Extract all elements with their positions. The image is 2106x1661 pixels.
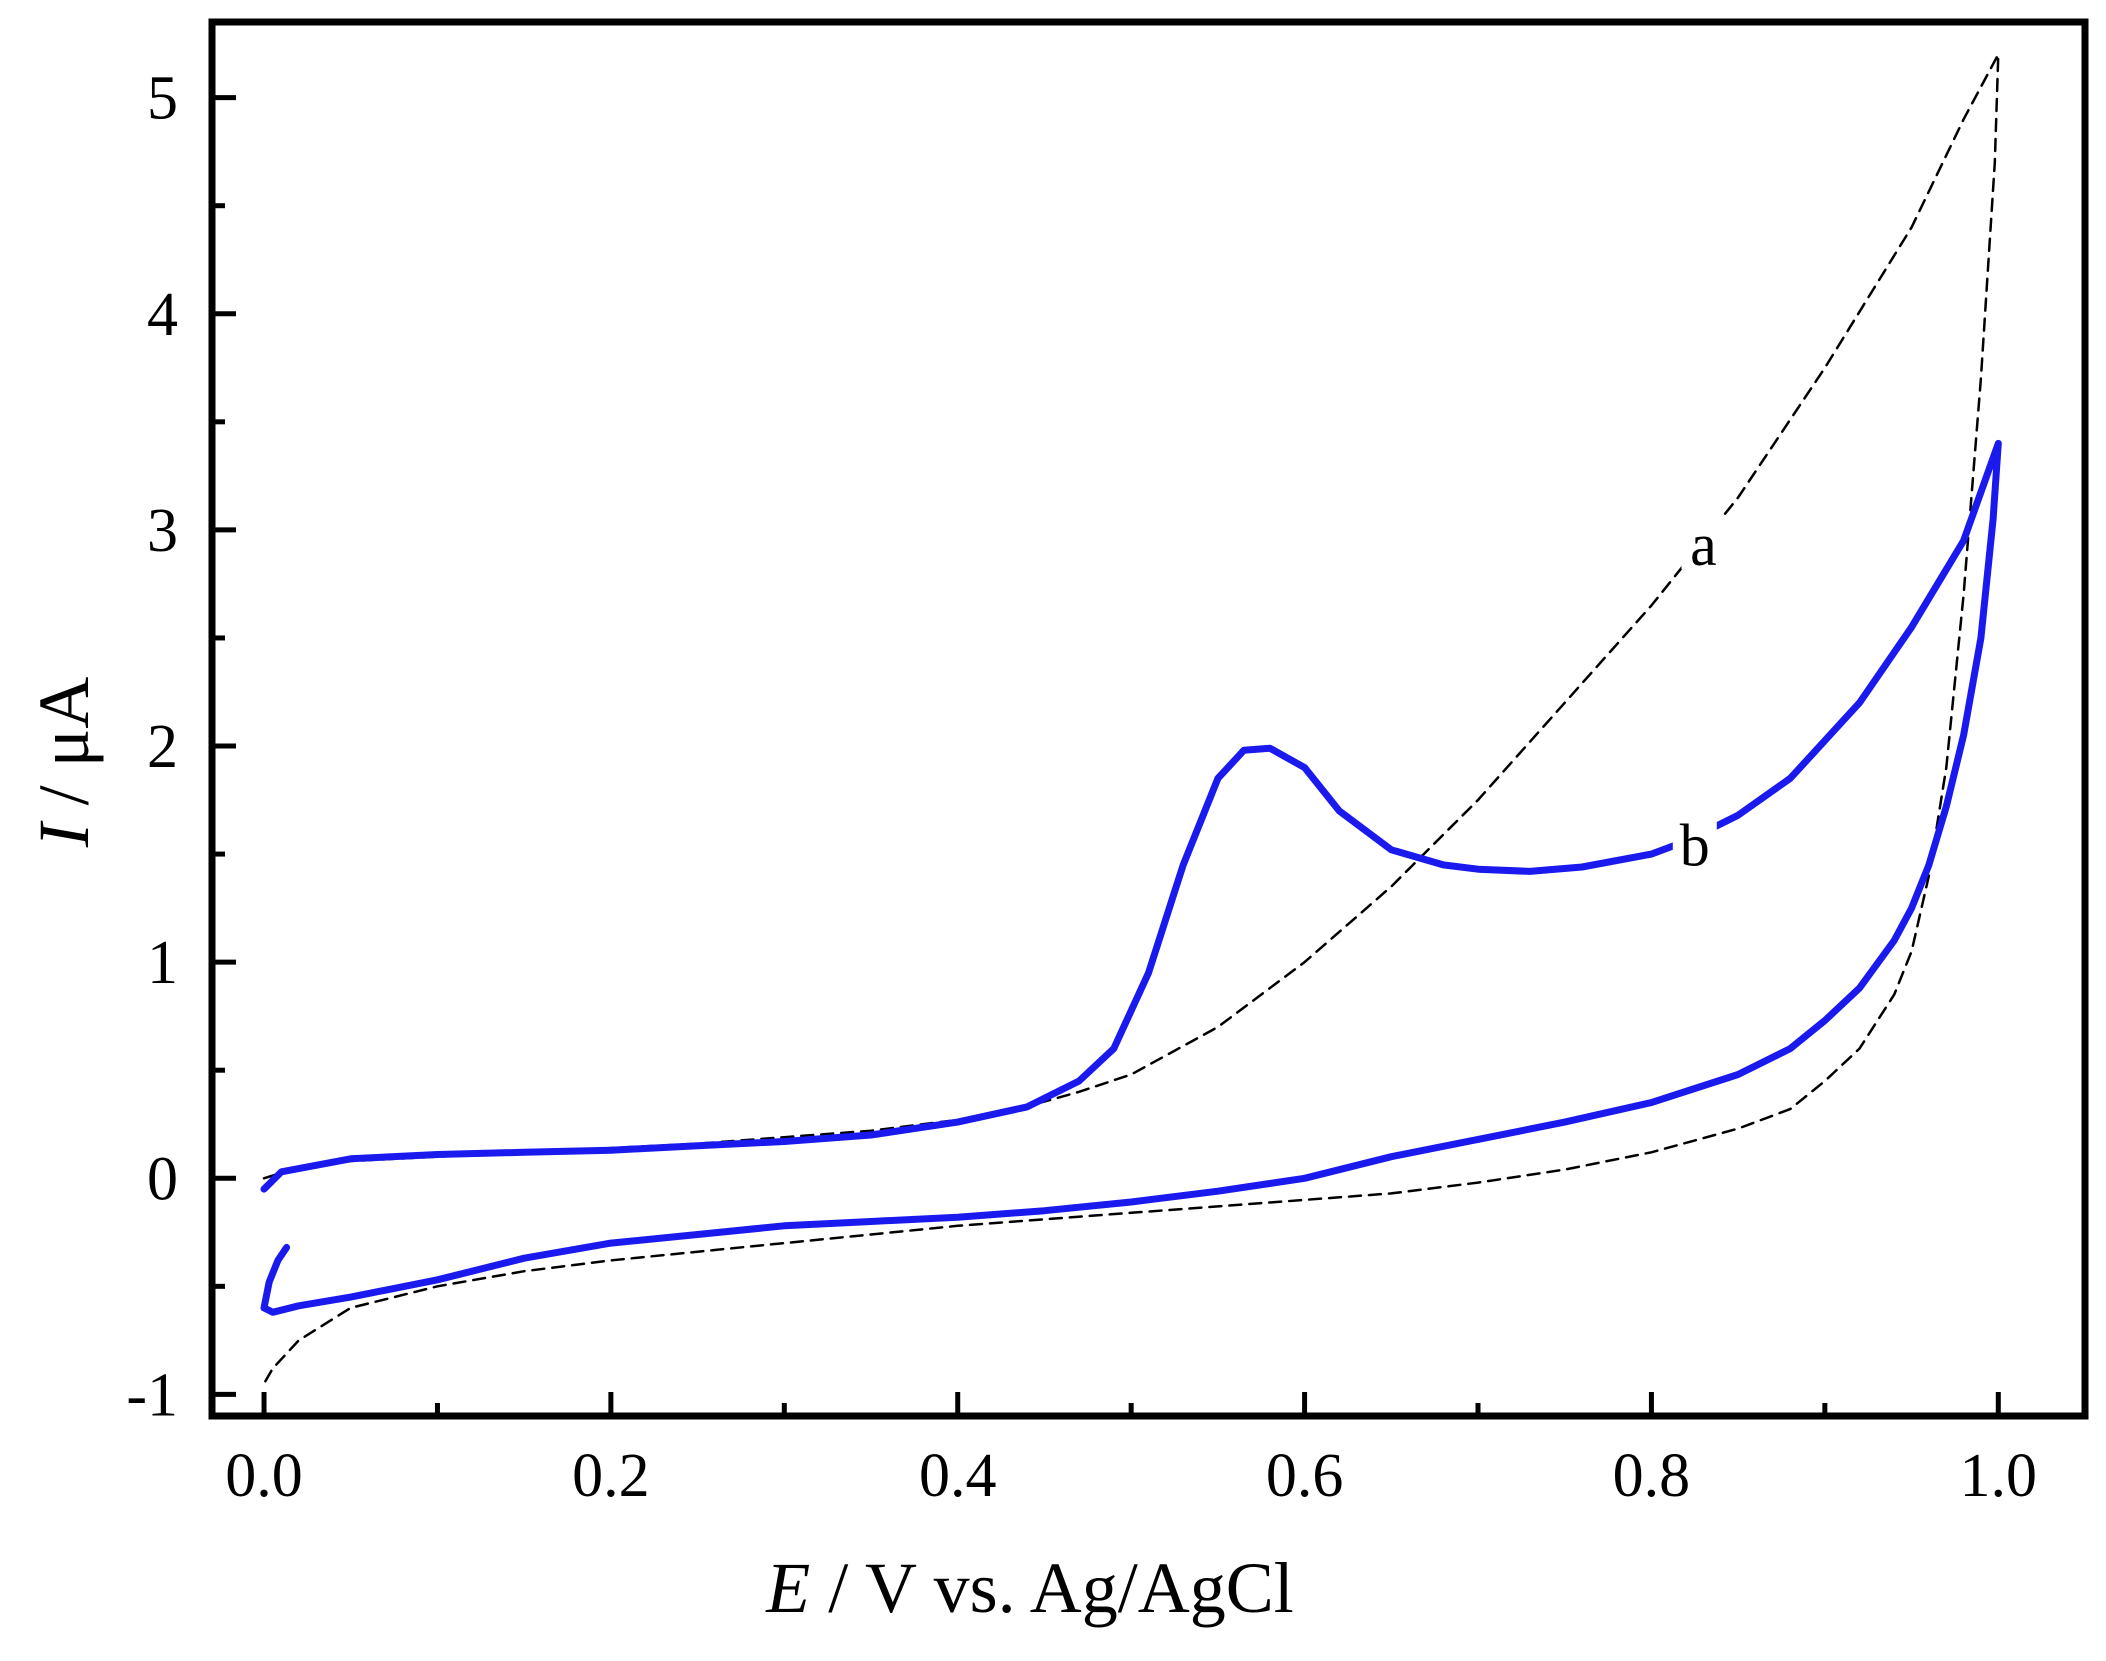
x-axis-title: E / V vs. Ag/AgCl [765,1548,1293,1628]
y-tick-label: 4 [147,281,178,349]
y-tick-label: 1 [147,929,178,997]
y-tick-label: 3 [147,497,178,565]
series-b-label: b [1680,813,1710,879]
plot-frame [208,18,2089,1420]
y-tick-label: 0 [147,1145,178,1213]
x-tick-label: 0.6 [1266,1442,1344,1510]
labels-layer: 0.0 0.2 0.4 0.6 0.8 1.0 -1 0 1 2 3 4 5 a b [126,65,2037,1510]
x-tick-label: 1.0 [1960,1442,2038,1510]
x-tick-label: 0.8 [1613,1442,1691,1510]
series-b-curve [260,439,2002,1316]
y-tick-label: -1 [126,1361,178,1429]
x-tick-label: 0.2 [572,1442,650,1510]
series-layer [260,53,2002,1385]
series-b-label-bg [1672,817,1717,870]
y-tick-label: 2 [147,713,178,781]
series-a-label: a [1690,512,1717,578]
y-axis-title: I / μA [24,677,104,849]
y-tick-label: 5 [147,65,178,133]
x-tick-label: 0.4 [919,1442,997,1510]
series-a-label-bg [1681,517,1726,570]
x-tick-label: 0.0 [225,1442,303,1510]
